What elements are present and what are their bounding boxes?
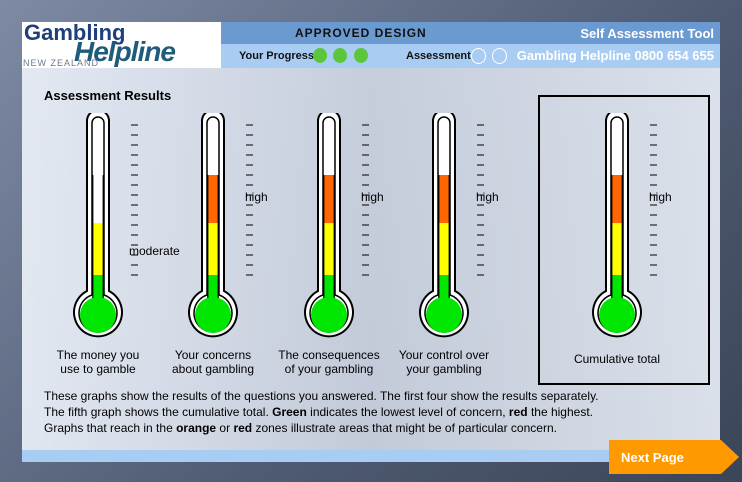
fill-green (207, 275, 219, 305)
thermometer-caption: The money you use to gamble (56, 348, 140, 376)
logo-text: NEW ZEALAND (23, 58, 100, 68)
fill-orange (207, 175, 219, 223)
desc-line: The fifth graph shows the cumulative tot… (44, 405, 593, 419)
bulb (80, 297, 116, 333)
progress-dot (333, 48, 347, 63)
bulb (426, 297, 462, 333)
thermometer (68, 109, 148, 358)
fill-green (611, 275, 623, 305)
fill-orange (611, 175, 623, 223)
bulb (599, 297, 635, 333)
level-label: high (361, 190, 384, 204)
assessment-label: Assessment (406, 50, 471, 62)
thermometer-caption: Cumulative total (573, 352, 661, 366)
fill-green (323, 275, 335, 305)
main-panel: Assessment Results moderate The money you… (22, 68, 720, 450)
progress-bar: Your Progress Assessment Gambling Helpli… (221, 44, 720, 68)
fill-yellow (323, 223, 335, 275)
level-label: high (649, 190, 672, 204)
tool-title: Self Assessment Tool (580, 26, 714, 41)
fill-green (92, 275, 104, 305)
desc-line: These graphs show the results of the que… (44, 389, 599, 403)
level-label: moderate (129, 244, 180, 258)
thermometer-caption: Your control over your gambling (398, 348, 490, 376)
progress-dot (313, 48, 327, 63)
bulb (195, 297, 231, 333)
footer-bar (22, 450, 720, 462)
logo-text: Gambling (24, 20, 126, 45)
helpline-phone: Gambling Helpline 0800 654 655 (516, 48, 714, 63)
progress-label: Your Progress (239, 50, 314, 62)
level-label: high (245, 190, 268, 204)
assessment-dot (492, 48, 507, 64)
next-page-label: Next Page (621, 450, 684, 465)
fill-yellow (92, 223, 104, 275)
fill-yellow (611, 223, 623, 275)
assessment-dot (471, 48, 486, 64)
desc-line: Graphs that reach in the orange or red z… (44, 421, 557, 435)
next-page-button[interactable]: Next Page (609, 440, 739, 474)
level-label: high (476, 190, 499, 204)
thermometer (414, 109, 494, 358)
bulb (311, 297, 347, 333)
thermometer (299, 109, 379, 358)
cumulative-box (538, 95, 710, 385)
progress-dot (354, 48, 368, 63)
thermometer-caption: The consequences of your gambling (278, 348, 380, 376)
header-bar: APPROVED DESIGN Self Assessment Tool (221, 22, 720, 44)
fill-orange (438, 175, 450, 223)
logo: Gambling Helpline NEW ZEALAND (22, 20, 221, 68)
logo-text: Helpline (74, 36, 176, 67)
fill-yellow (207, 223, 219, 275)
thermometer-caption: Your concerns about gambling (171, 348, 255, 376)
page-title: Assessment Results (44, 88, 172, 103)
fill-orange (323, 175, 335, 223)
thermometer (183, 109, 263, 358)
thermometer (587, 109, 667, 358)
fill-green (438, 275, 450, 305)
description: These graphs show the results of the que… (44, 388, 664, 436)
fill-yellow (438, 223, 450, 275)
approved-design: APPROVED DESIGN (295, 26, 427, 40)
